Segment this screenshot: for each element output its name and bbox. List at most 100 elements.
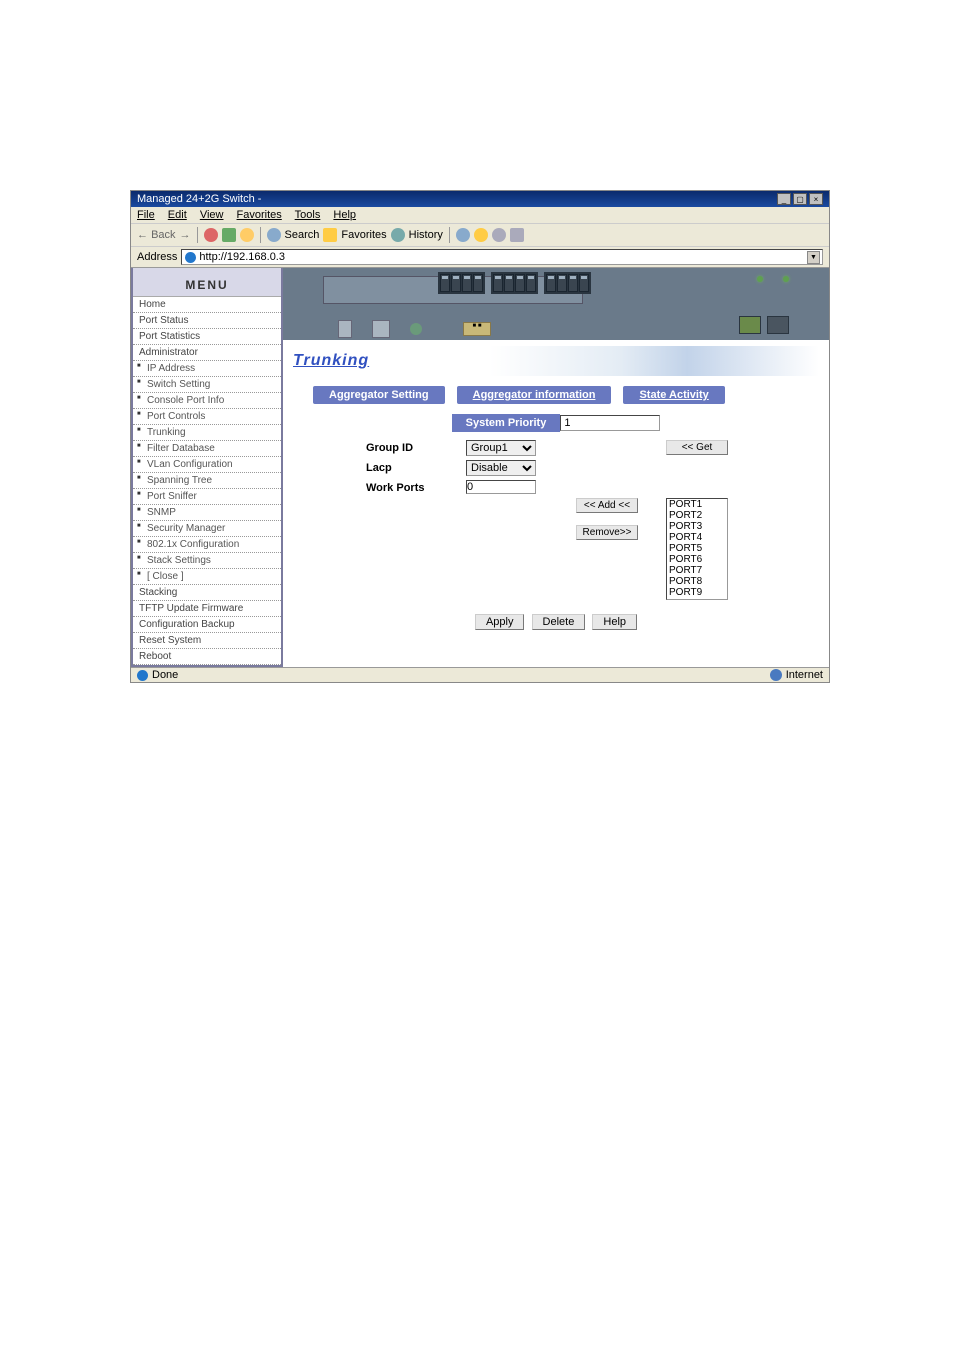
globe-icon [770,669,782,681]
sidebar-item[interactable]: Trunking [133,425,281,441]
status-bar: Done Internet [131,667,829,682]
remove-button[interactable]: Remove>> [576,525,638,540]
address-dropdown[interactable]: ▼ [807,251,820,264]
status-done: Done [152,669,178,681]
sidebar-item[interactable]: 802.1x Configuration [133,537,281,553]
switch-image: ■ ■ [283,268,829,340]
print-icon[interactable] [474,228,488,242]
favorites-label: Favorites [341,229,386,241]
sidebar-item[interactable]: Reboot [133,649,281,665]
toolbar: ← Back → Search Favorites History [131,224,829,247]
title-bar: Managed 24+2G Switch - _ ▢ × [131,191,829,207]
refresh-icon[interactable] [222,228,236,242]
lacp-label: Lacp [366,460,456,474]
search-icon[interactable] [267,228,281,242]
get-button[interactable]: << Get [666,440,728,455]
port-option[interactable]: PORT9 [667,587,727,598]
work-ports-input[interactable] [466,480,536,494]
tab-aggregator-setting[interactable]: Aggregator Setting [313,386,445,404]
favorites-icon[interactable] [323,228,337,242]
port-option[interactable]: PORT2 [667,510,727,521]
group-id-select[interactable]: Group1 [466,440,536,456]
sidebar-item[interactable]: Home [133,297,281,313]
sidebar-item[interactable]: Configuration Backup [133,617,281,633]
sidebar-item[interactable]: Administrator [133,345,281,361]
mail-icon[interactable] [456,228,470,242]
page-title-row: Trunking [283,340,829,382]
window-title: Managed 24+2G Switch - [137,193,261,205]
work-ports-label: Work Ports [366,480,456,494]
sidebar-item[interactable]: Security Manager [133,521,281,537]
menu-edit[interactable]: Edit [168,209,187,221]
sidebar-item[interactable]: Filter Database [133,441,281,457]
menu-help[interactable]: Help [333,209,356,221]
menu-tools[interactable]: Tools [295,209,321,221]
sidebar-item[interactable]: [ Close ] [133,569,281,585]
address-input[interactable]: http://192.168.0.3 ▼ [181,249,823,265]
sidebar-item[interactable]: Port Statistics [133,329,281,345]
close-button[interactable]: × [809,193,823,205]
apply-button[interactable]: Apply [475,614,525,630]
port-option[interactable]: PORT4 [667,532,727,543]
sidebar-item[interactable]: Stack Settings [133,553,281,569]
address-url: http://192.168.0.3 [199,251,285,263]
history-icon[interactable] [391,228,405,242]
content-area: MENU HomePort StatusPort StatisticsAdmin… [131,268,829,667]
port-option[interactable]: PORT1 [667,499,727,510]
tab-state-activity[interactable]: State Activity [623,386,724,404]
sidebar-item[interactable]: Switch Setting [133,377,281,393]
sidebar-item[interactable]: Port Controls [133,409,281,425]
history-label: History [409,229,443,241]
sidebar-item[interactable]: VLan Configuration [133,457,281,473]
sidebar-item[interactable]: Port Sniffer [133,489,281,505]
port-option[interactable]: PORT5 [667,543,727,554]
port-option[interactable]: PORT7 [667,565,727,576]
window-controls: _ ▢ × [777,193,823,205]
sidebar-item[interactable]: Console Port Info [133,393,281,409]
menu-favorites[interactable]: Favorites [237,209,282,221]
stop-icon[interactable] [204,228,218,242]
sidebar-item[interactable]: SNMP [133,505,281,521]
search-label: Search [285,229,320,241]
group-id-label: Group ID [366,440,456,454]
sidebar-item[interactable]: Stacking [133,585,281,601]
port-list[interactable]: PORT1PORT2PORT3PORT4PORT5PORT6PORT7PORT8… [666,498,728,600]
title-decoration [489,346,819,376]
help-button[interactable]: Help [592,614,637,630]
port-option[interactable]: PORT6 [667,554,727,565]
back-button[interactable]: ← Back [137,229,176,241]
form-area: System Priority Group ID Group1 << Get L… [283,404,829,640]
sidebar: MENU HomePort StatusPort StatisticsAdmin… [131,268,283,667]
maximize-button[interactable]: ▢ [793,193,807,205]
system-priority-input[interactable] [560,415,660,431]
port-option[interactable]: PORT8 [667,576,727,587]
port-option[interactable]: PORT3 [667,521,727,532]
add-button[interactable]: << Add << [576,498,638,513]
browser-window: Managed 24+2G Switch - _ ▢ × File Edit V… [130,190,830,683]
address-label: Address [137,251,177,263]
edit-icon[interactable] [492,228,506,242]
status-zone: Internet [786,669,823,681]
sidebar-item[interactable]: Spanning Tree [133,473,281,489]
sidebar-item[interactable]: Reset System [133,633,281,649]
address-bar: Address http://192.168.0.3 ▼ [131,247,829,268]
delete-button[interactable]: Delete [532,614,586,630]
sidebar-item[interactable]: Port Status [133,313,281,329]
menu-bar: File Edit View Favorites Tools Help [131,207,829,224]
tab-aggregator-info[interactable]: Aggregator information [457,386,612,404]
tabs: Aggregator Setting Aggregator informatio… [313,386,829,404]
home-icon[interactable] [240,228,254,242]
page-title: Trunking [293,352,369,370]
sidebar-item[interactable]: IP Address [133,361,281,377]
main-area: ■ ■ Trunking Aggregator Setting Aggregat… [283,268,829,667]
system-priority-label: System Priority [452,414,561,432]
lacp-select[interactable]: Disable [466,460,536,476]
forward-button[interactable]: → [180,229,191,241]
ie-icon [185,252,196,263]
discuss-icon[interactable] [510,228,524,242]
done-icon [137,670,148,681]
menu-file[interactable]: File [137,209,155,221]
minimize-button[interactable]: _ [777,193,791,205]
sidebar-item[interactable]: TFTP Update Firmware [133,601,281,617]
menu-view[interactable]: View [200,209,224,221]
